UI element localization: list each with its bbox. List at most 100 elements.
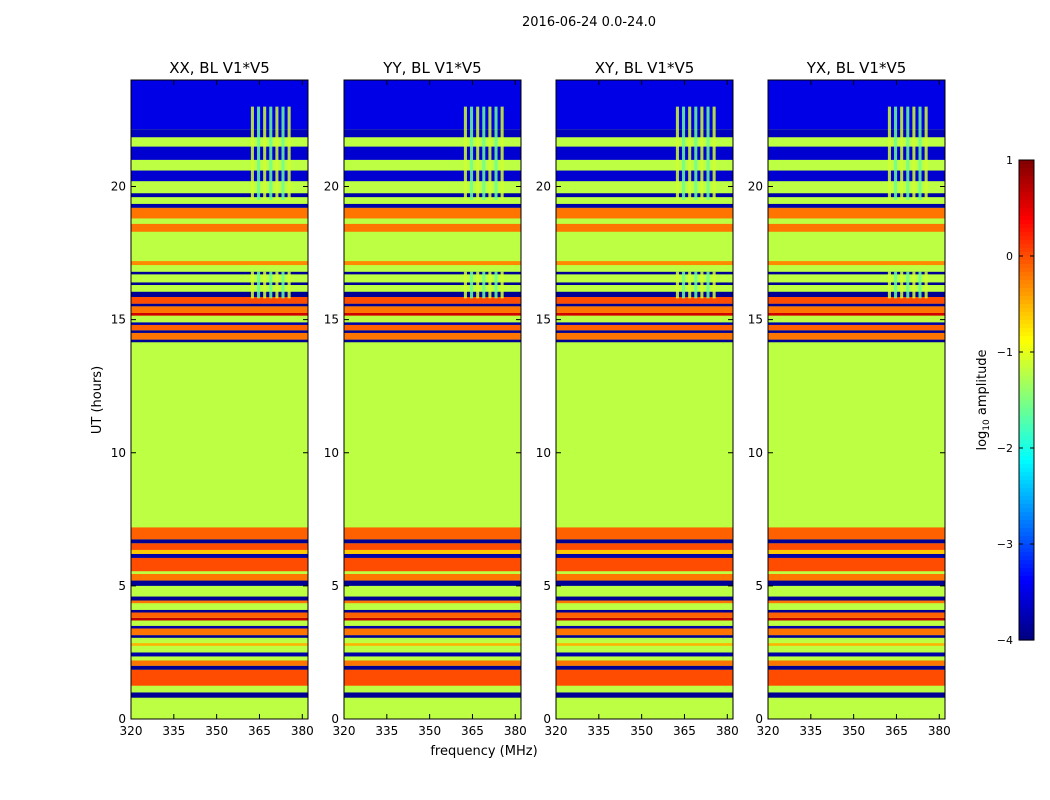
colorbar-segment bbox=[1019, 324, 1034, 329]
heatmap-band bbox=[768, 635, 945, 638]
colorbar-segment bbox=[1019, 416, 1034, 421]
heatmap-band bbox=[768, 600, 945, 604]
rfi-column bbox=[918, 271, 922, 299]
colorbar-segment bbox=[1019, 292, 1034, 297]
colorbar-segment bbox=[1019, 164, 1034, 169]
heatmap-band bbox=[768, 603, 945, 610]
heatmap-band bbox=[556, 129, 733, 138]
heatmap-band bbox=[768, 342, 945, 528]
heatmap-band bbox=[131, 265, 308, 272]
heatmap-band bbox=[344, 585, 521, 597]
heatmap-band bbox=[768, 197, 945, 204]
heatmap-band bbox=[344, 265, 521, 272]
heatmap-band bbox=[556, 612, 733, 618]
heatmap-band bbox=[131, 553, 308, 558]
heatmap-band bbox=[556, 303, 733, 307]
heatmap-band bbox=[556, 553, 733, 558]
colorbar-segment bbox=[1019, 444, 1034, 449]
heatmap-band bbox=[768, 637, 945, 644]
heatmap-band bbox=[131, 203, 308, 208]
panel-title: YX, BL V1*V5 bbox=[806, 59, 907, 77]
heatmap-band bbox=[344, 330, 521, 333]
heatmap-band bbox=[131, 170, 308, 182]
heatmap-band bbox=[131, 193, 308, 198]
colorbar-segment bbox=[1019, 332, 1034, 337]
heatmap-band bbox=[131, 617, 308, 621]
rfi-column bbox=[476, 271, 480, 299]
heatmap-band bbox=[768, 315, 945, 323]
x-tick-label: 380 bbox=[716, 724, 739, 738]
heatmap-band bbox=[344, 539, 521, 544]
heatmap-band bbox=[556, 557, 733, 572]
rfi-column bbox=[688, 106, 692, 200]
heatmap-band bbox=[768, 203, 945, 208]
rfi-column bbox=[675, 106, 679, 200]
heatmap-band bbox=[344, 137, 521, 147]
heatmap-band bbox=[768, 339, 945, 343]
heatmap-band bbox=[556, 315, 733, 323]
heatmap-band bbox=[344, 685, 521, 693]
colorbar-segment bbox=[1019, 348, 1034, 353]
colorbar-segment bbox=[1019, 456, 1034, 461]
heatmap-band bbox=[556, 635, 733, 638]
rfi-column bbox=[494, 271, 498, 299]
rfi-column bbox=[250, 271, 254, 299]
colorbar-segment bbox=[1019, 492, 1034, 497]
colorbar-segment bbox=[1019, 624, 1034, 629]
heatmap-band bbox=[556, 170, 733, 182]
heatmap-band bbox=[131, 207, 308, 219]
rfi-column bbox=[257, 271, 261, 299]
heatmap-band bbox=[768, 527, 945, 540]
heatmap-band bbox=[768, 181, 945, 194]
heatmap-band bbox=[344, 603, 521, 610]
heatmap-band bbox=[768, 137, 945, 147]
colorbar-segment bbox=[1019, 236, 1034, 241]
x-tick-label: 350 bbox=[842, 724, 865, 738]
colorbar-segment bbox=[1019, 380, 1034, 385]
colorbar-segment bbox=[1019, 484, 1034, 489]
heatmap-band bbox=[131, 596, 308, 601]
heatmap-band bbox=[768, 645, 945, 653]
colorbar-segment bbox=[1019, 636, 1034, 641]
colorbar-segment bbox=[1019, 336, 1034, 341]
x-tick-label: 365 bbox=[885, 724, 908, 738]
heatmap-band bbox=[768, 285, 945, 292]
heatmap-band bbox=[131, 137, 308, 147]
heatmap-band bbox=[131, 557, 308, 572]
heatmap-band bbox=[344, 303, 521, 307]
heatmap-band bbox=[768, 585, 945, 597]
rfi-column bbox=[269, 106, 273, 200]
colorbar-segment bbox=[1019, 552, 1034, 557]
y-tick-label: 20 bbox=[748, 180, 763, 194]
heatmap-band bbox=[344, 643, 521, 646]
heatmap-band bbox=[131, 159, 308, 171]
heatmap-band bbox=[556, 146, 733, 160]
rfi-column bbox=[476, 106, 480, 200]
colorbar-segment bbox=[1019, 268, 1034, 273]
rfi-column bbox=[712, 106, 716, 200]
heatmap-band bbox=[768, 330, 945, 333]
heatmap-band bbox=[768, 80, 945, 130]
heatmap-band bbox=[556, 628, 733, 636]
heatmap-band bbox=[344, 339, 521, 343]
colorbar-segment bbox=[1019, 288, 1034, 293]
heatmap-band bbox=[768, 291, 945, 297]
heatmap-band bbox=[556, 697, 733, 719]
panel-title: XX, BL V1*V5 bbox=[169, 59, 270, 77]
heatmap-band bbox=[768, 170, 945, 182]
colorbar-segment bbox=[1019, 436, 1034, 441]
heatmap-band bbox=[556, 282, 733, 286]
rfi-column bbox=[494, 106, 498, 200]
colorbar-segment bbox=[1019, 192, 1034, 197]
y-tick-label: 0 bbox=[755, 712, 763, 726]
heatmap-band bbox=[768, 303, 945, 307]
heatmap-band bbox=[131, 197, 308, 204]
colorbar-segment bbox=[1019, 556, 1034, 561]
colorbar-segment bbox=[1019, 248, 1034, 253]
rfi-column bbox=[700, 106, 704, 200]
heatmap-band bbox=[556, 580, 733, 586]
x-tick-label: 320 bbox=[757, 724, 780, 738]
rfi-column bbox=[706, 271, 710, 299]
x-tick-label: 380 bbox=[291, 724, 314, 738]
heatmap-band bbox=[556, 181, 733, 194]
